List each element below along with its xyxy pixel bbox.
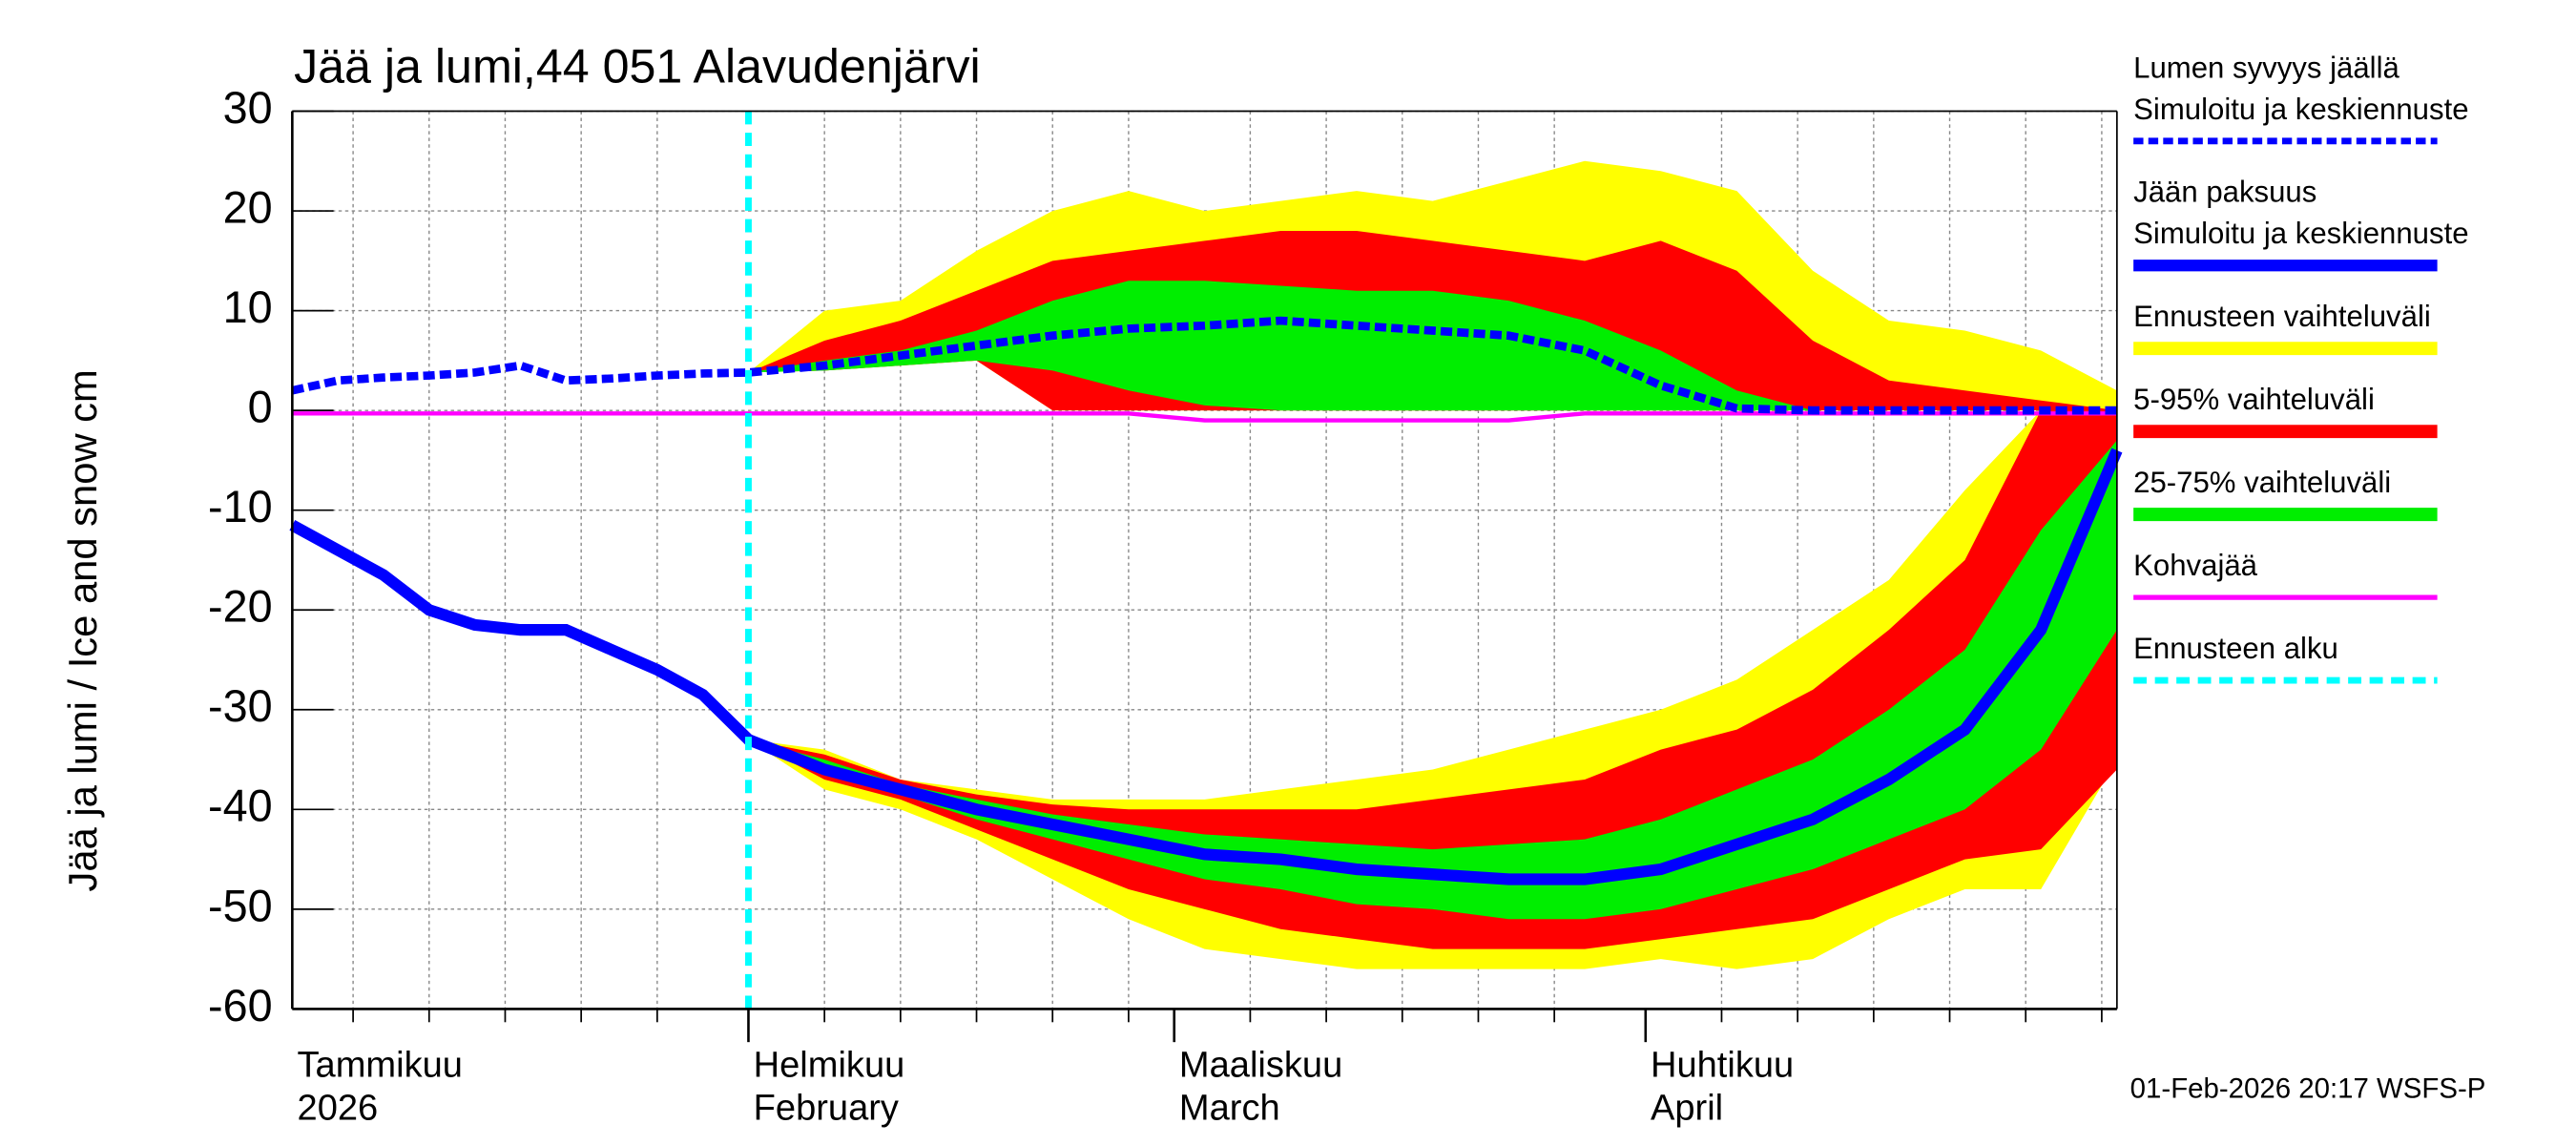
y-tick-label: -30 (208, 681, 273, 731)
x-tick-label: Helmikuu (754, 1044, 905, 1085)
series-line (291, 316, 2117, 415)
legend-label: Ennusteen vaihteluväli (2133, 300, 2431, 333)
legend-label: Lumen syvyys jäällä (2133, 51, 2399, 84)
band-area (748, 440, 2117, 920)
y-tick-label: -60 (208, 981, 273, 1030)
legend-label: Kohvajää (2133, 549, 2258, 582)
chart-title: Jää ja lumi,44 051 Alavudenjärvi (294, 38, 981, 93)
y-tick-label: 10 (223, 282, 273, 332)
y-axis-label: Jää ja lumi / Ice and snow cm (60, 369, 105, 891)
x-tick-label: Tammikuu (298, 1044, 463, 1085)
y-tick-label: 0 (248, 382, 273, 431)
y-tick-label: -20 (208, 582, 273, 632)
x-tick-sublabel: March (1179, 1087, 1280, 1128)
x-tick-sublabel: February (754, 1087, 899, 1128)
footer: 01-Feb-2026 20:17 WSFS-P (2130, 1072, 2486, 1104)
series-line (292, 411, 2117, 423)
y-tick-label: -40 (208, 781, 273, 831)
series-line (289, 448, 2123, 885)
x-tick-label: Huhtikuu (1651, 1044, 1794, 1085)
y-tick-label: -50 (208, 881, 273, 930)
band-area (748, 281, 2117, 411)
legend-label: Simuloitu ja keskiennuste (2133, 217, 2468, 250)
x-tick-sublabel: April (1651, 1087, 1723, 1128)
x-tick-sublabel: 2026 (298, 1087, 379, 1128)
y-tick-label: 20 (223, 182, 273, 232)
legend-label: Ennusteen alku (2133, 632, 2338, 665)
legend-label: Simuloitu ja keskiennuste (2133, 93, 2468, 126)
legend-label: 5-95% vaihteluväli (2133, 383, 2375, 416)
y-tick-label: -10 (208, 482, 273, 531)
y-tick-label: 30 (223, 83, 273, 133)
legend-label: Jään paksuus (2133, 176, 2316, 209)
x-tick-label: Maaliskuu (1179, 1044, 1342, 1085)
legend-label: 25-75% vaihteluväli (2133, 466, 2391, 499)
